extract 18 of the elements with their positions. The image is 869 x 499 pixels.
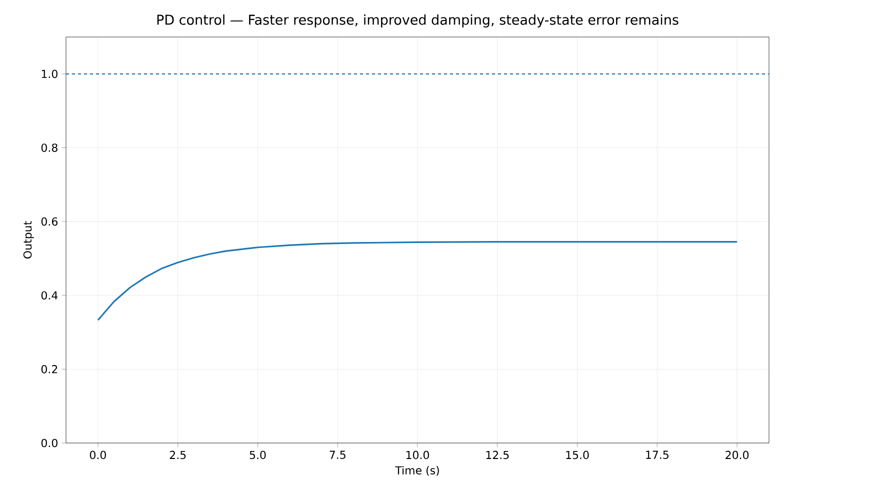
x-tick-label: 17.5 [646,450,668,459]
x-tick-label: 7.5 [330,450,346,459]
y-tick-label: 0.2 [41,365,58,374]
y-axis-title: Output [23,221,34,258]
x-axis-title: Time (s) [395,466,439,476]
y-tick-label: 0.6 [41,217,58,226]
x-tick-label: 15.0 [566,450,589,460]
x-tick-label: 2.5 [170,450,186,460]
y-tick-label: 1.0 [42,70,58,78]
x-tick-label: 5.0 [250,450,266,460]
x-tick-label: 0.0 [90,450,106,460]
y-tick-label: 0.8 [41,144,58,152]
y-tick-label: 0.4 [41,291,58,300]
y-tick-label: 0.0 [41,438,58,448]
x-tick-label: 20.0 [726,450,749,460]
chart-title: PD control — Faster response, improved damping, steady-state error remains [157,14,678,28]
x-tick-label: 10.0 [406,450,430,460]
x-tick-label: 12.5 [486,450,509,460]
